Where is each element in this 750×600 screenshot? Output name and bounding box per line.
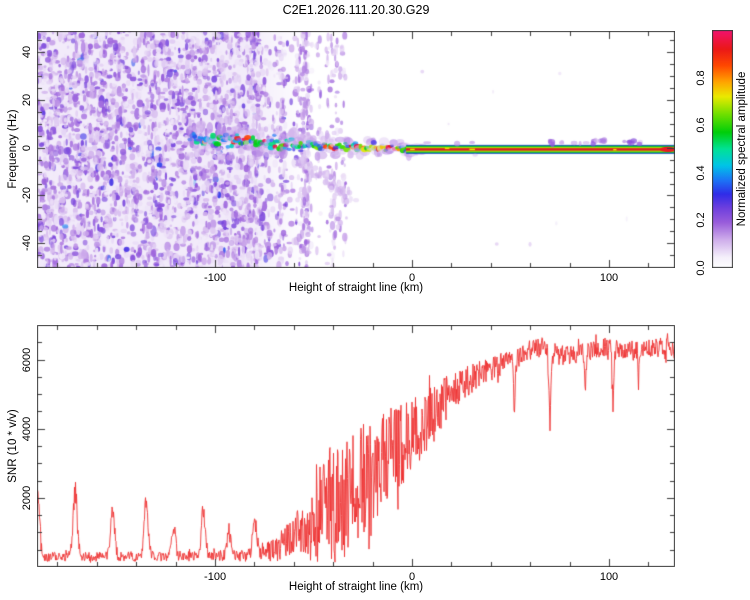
top-x-tick-label: -100 (204, 272, 227, 284)
frequency-tick-label: -40 (21, 235, 33, 252)
snr-tick-label: 4000 (21, 416, 33, 441)
snr-tick-label: 2000 (21, 485, 33, 511)
top-x-axis-label: Height of straight line (km) (288, 282, 424, 294)
bottom-x-tick-label: 0 (408, 571, 416, 583)
colorbar-tick-label: 0.2 (695, 212, 707, 229)
top-x-tick-label: 100 (599, 272, 619, 284)
snr-axis-label: SNR (10 * v/v) (7, 409, 19, 483)
chart-title: C2E1.2026.111.20.30.G29 (282, 3, 430, 17)
snr-line-canvas (37, 325, 675, 567)
bottom-x-axis-label: Height of straight line (km) (288, 581, 424, 593)
colorbar-tick-label: 0.8 (695, 69, 707, 86)
colorbar-tick-label: 0.6 (695, 117, 707, 133)
snr-tick-label: 6000 (21, 347, 33, 372)
bottom-x-tick-label: 100 (599, 571, 619, 583)
frequency-tick-label: 0 (21, 144, 33, 151)
colorbar-label: Normalized spectral amplitude (736, 71, 748, 227)
colorbar-tick-label: 0.4 (695, 165, 707, 181)
colorbar-tick-label: 0.0 (695, 260, 707, 276)
spectrogram-canvas (37, 31, 675, 268)
frequency-axis-label: Frequency (Hz) (7, 109, 19, 189)
bottom-x-tick-label: -100 (204, 571, 227, 583)
top-x-tick-label: 0 (408, 272, 416, 284)
frequency-tick-label: 40 (21, 46, 33, 59)
frequency-tick-label: -20 (21, 187, 33, 204)
frequency-tick-label: 20 (21, 93, 33, 107)
colorbar-canvas (712, 30, 733, 268)
